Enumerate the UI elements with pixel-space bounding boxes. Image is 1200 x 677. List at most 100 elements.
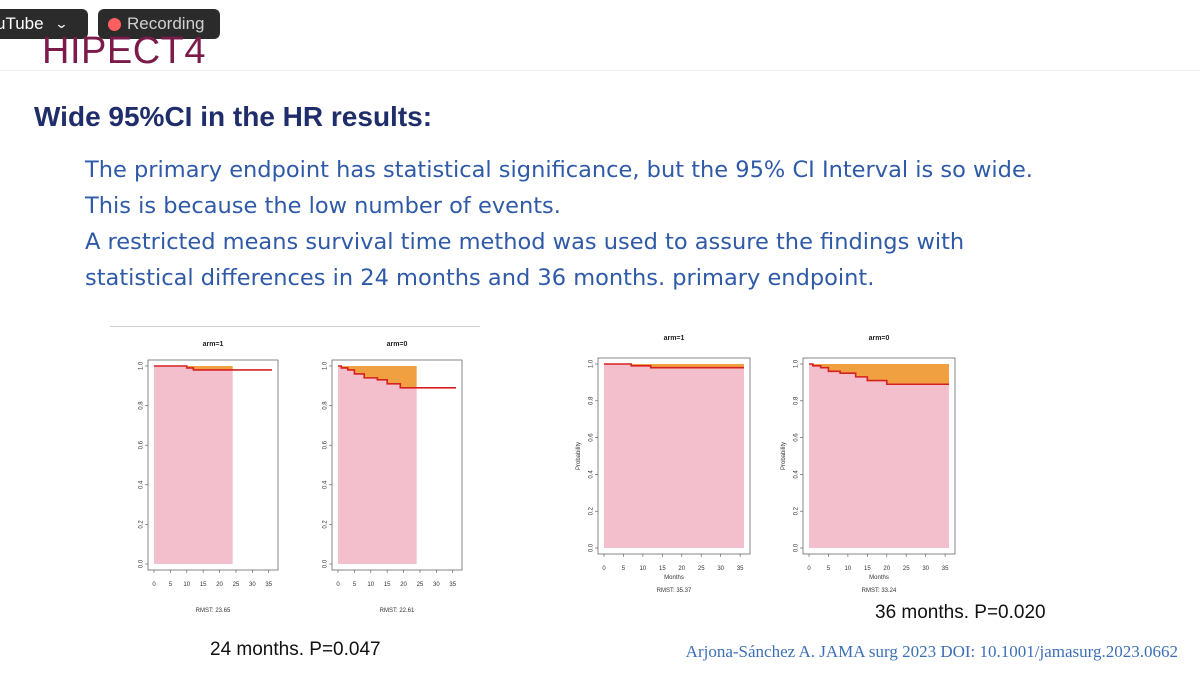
panel-divider — [110, 326, 480, 327]
y-tick-label: 0.8 — [139, 401, 145, 410]
body-line: statistical differences in 24 months and… — [85, 265, 875, 291]
plot-frame — [802, 357, 956, 555]
caption-24-months: 24 months. P=0.047 — [210, 639, 381, 660]
x-tick-label: 5 — [622, 566, 626, 572]
km-chart-36m-arm1: arm=1 0.0 0.2 0.4 0.6 0.8 1.0 0 5 10 15 20 25 30 35 Mon… — [576, 335, 751, 594]
y-tick-label: 0.8 — [589, 396, 595, 405]
x-axis-label: Months — [664, 575, 684, 581]
rmst-label: RMST: 23.65 — [196, 608, 231, 614]
rmst-gap-area — [809, 364, 949, 385]
x-tick-label: 30 — [922, 566, 929, 572]
slide-title: HIPECT4 — [42, 30, 206, 72]
x-tick-label: 0 — [807, 566, 811, 572]
y-tick-label: 0.0 — [323, 559, 329, 568]
x-tick-label: 10 — [845, 566, 852, 572]
y-tick-label: 0.8 — [794, 396, 800, 405]
rmst-label: RMST: 35.37 — [657, 588, 692, 594]
rmst-label: RMST: 22.61 — [380, 608, 415, 614]
y-tick-label: 0.0 — [139, 559, 145, 568]
y-tick-label: 0.4 — [589, 470, 595, 479]
km-chart-24m-arm1: arm=1 0.0 0.2 0.4 0.6 0.8 1.0 0 5 10 15 20 25 30 35 RMS… — [139, 341, 279, 614]
x-tick-label: 30 — [717, 566, 724, 572]
y-tick-label: 0.0 — [589, 543, 595, 552]
y-axis-label: Probability — [576, 442, 582, 470]
record-dot-icon — [108, 17, 121, 31]
rmst-area — [338, 366, 417, 564]
x-tick-label: 5 — [169, 582, 173, 588]
citation: Arjona-Sánchez A. JAMA surg 2023 DOI: 10… — [685, 642, 1178, 661]
y-tick-label: 0.2 — [589, 506, 595, 515]
survival-curve — [604, 363, 744, 369]
rmst-area — [604, 364, 744, 548]
x-tick-label: 20 — [678, 566, 685, 572]
rmst-gap-area — [338, 366, 417, 388]
body-line: This is because the low number of events… — [85, 193, 561, 219]
x-tick-label: 10 — [367, 582, 374, 588]
section-heading: Wide 95%CI in the HR results: — [34, 101, 433, 132]
x-tick-label: 30 — [433, 582, 440, 588]
x-tick-label: 5 — [353, 582, 357, 588]
x-tick-label: 15 — [659, 566, 666, 572]
app-switcher-button[interactable]: uTube ⌄ — [0, 9, 88, 39]
km-chart-36m-arm0: arm=0 0.0 0.2 0.4 0.6 0.8 1.0 0 5 10 15 20 25 30 35 Mon… — [781, 335, 956, 594]
plot-frame — [147, 359, 279, 571]
x-tick-label: 20 — [883, 566, 890, 572]
caption-36-months: 36 months. P=0.020 — [875, 602, 1046, 623]
x-tick-label: 25 — [417, 582, 424, 588]
x-tick-label: 10 — [183, 582, 190, 588]
y-tick-label: 0.2 — [323, 520, 329, 529]
rmst-area — [809, 364, 949, 548]
survival-curve — [154, 365, 272, 371]
x-tick-label: 25 — [698, 566, 705, 572]
rmst-label: RMST: 33.24 — [862, 588, 897, 594]
y-tick-label: 0.6 — [139, 440, 145, 449]
rmst-gap-area — [604, 364, 744, 368]
x-tick-label: 20 — [216, 582, 223, 588]
y-tick-label: 0.6 — [323, 440, 329, 449]
y-tick-label: 0.8 — [323, 401, 329, 410]
x-tick-label: 35 — [265, 582, 272, 588]
x-tick-label: 0 — [152, 582, 156, 588]
km-chart-24m-arm0: arm=0 0.0 0.2 0.4 0.6 0.8 1.0 0 5 10 15 20 25 30 35 RMS… — [323, 341, 463, 614]
x-tick-label: 5 — [827, 566, 831, 572]
x-tick-label: 20 — [400, 582, 407, 588]
x-tick-label: 0 — [602, 566, 606, 572]
x-tick-label: 10 — [640, 566, 647, 572]
body-line: The primary endpoint has statistical sig… — [85, 157, 1033, 183]
chart-title: arm=0 — [869, 335, 890, 342]
survival-curve — [809, 363, 949, 386]
chevron-down-icon: ⌄ — [53, 16, 69, 31]
chart-title: arm=1 — [664, 335, 685, 342]
y-tick-label: 1.0 — [589, 359, 595, 368]
x-tick-label: 35 — [942, 566, 949, 572]
y-axis-label: Probability — [781, 442, 787, 470]
plot-frame — [597, 357, 751, 555]
y-tick-label: 1.0 — [139, 361, 145, 370]
y-tick-label: 0.6 — [589, 433, 595, 442]
chart-title: arm=1 — [203, 341, 224, 348]
recording-label: Recording — [127, 14, 205, 33]
x-tick-label: 35 — [449, 582, 456, 588]
y-tick-label: 0.0 — [794, 543, 800, 552]
plot-frame — [331, 359, 463, 571]
y-tick-label: 1.0 — [794, 359, 800, 368]
x-axis-label: Months — [869, 575, 889, 581]
rmst-area — [154, 366, 233, 564]
header-divider — [0, 70, 1200, 71]
y-tick-label: 0.4 — [139, 480, 145, 489]
y-tick-label: 0.6 — [794, 433, 800, 442]
x-tick-label: 30 — [249, 582, 256, 588]
y-tick-label: 1.0 — [323, 361, 329, 370]
y-tick-label: 0.2 — [794, 506, 800, 515]
x-tick-label: 15 — [384, 582, 391, 588]
recording-indicator[interactable]: Recording — [98, 9, 220, 39]
x-tick-label: 0 — [336, 582, 340, 588]
app-label: uTube — [0, 14, 44, 33]
y-tick-label: 0.2 — [139, 520, 145, 529]
x-tick-label: 35 — [737, 566, 744, 572]
x-tick-label: 15 — [864, 566, 871, 572]
survival-curve — [338, 365, 456, 389]
y-tick-label: 0.4 — [794, 470, 800, 479]
chart-title: arm=0 — [387, 341, 408, 348]
x-tick-label: 25 — [233, 582, 240, 588]
